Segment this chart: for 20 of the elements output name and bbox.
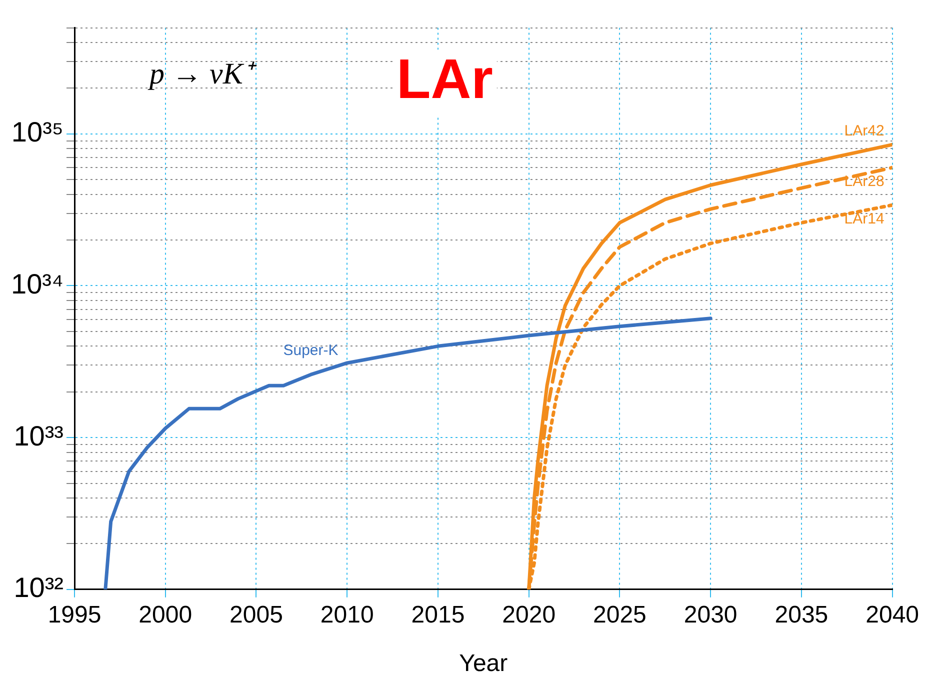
x-tick-label: 2015 <box>411 601 465 628</box>
x-tick-label: 2040 <box>866 601 919 628</box>
y-tick-label: 10³⁵ <box>11 116 64 148</box>
x-tick-label: 2025 <box>593 601 646 628</box>
y-tick-label: 10³² <box>14 572 64 604</box>
x-tick-label: 2010 <box>320 601 374 628</box>
annotation: p → νK⁺ <box>148 58 257 91</box>
series-label: LAr42 <box>844 122 884 140</box>
y-tick-label: 10³⁴ <box>11 268 64 300</box>
series-label: LAr14 <box>844 210 884 228</box>
x-tick-label: 2020 <box>502 601 556 628</box>
x-tick-label: 2035 <box>774 601 828 628</box>
x-tick-label: 2005 <box>230 601 283 628</box>
y-tick-label: 10³³ <box>14 420 64 452</box>
x-tick-label: 1995 <box>48 601 102 628</box>
series-label: Super-K <box>283 342 338 360</box>
x-axis-title: Year <box>459 650 508 678</box>
chart-title: LAr <box>396 47 493 110</box>
x-tick-label: 2030 <box>684 601 738 628</box>
x-tick-label: 2000 <box>138 601 192 628</box>
